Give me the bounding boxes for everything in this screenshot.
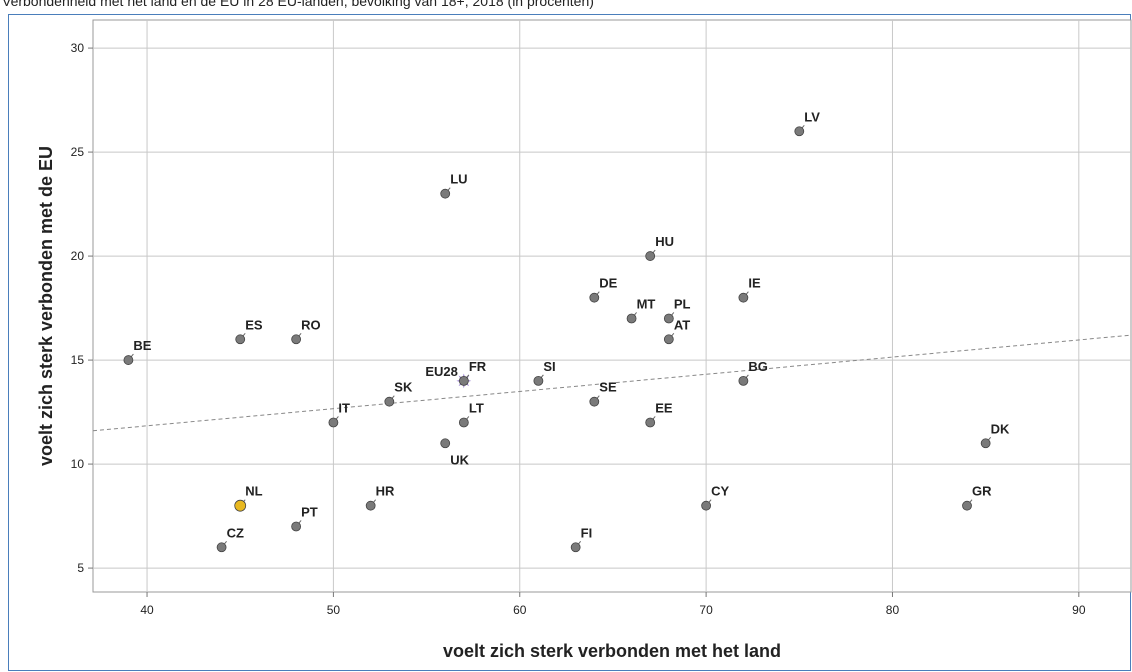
point-label: CZ [227,525,244,540]
point-label: SK [394,380,413,395]
point [589,396,600,407]
x-tick-label: 50 [327,603,341,617]
point [589,292,600,303]
point [216,542,227,553]
point [701,500,712,511]
point [235,334,246,345]
point-label: AT [674,317,690,332]
point [738,292,749,303]
y-tick-label: 10 [71,457,85,471]
point-label: CY [711,484,729,499]
y-tick-label: 15 [71,353,85,367]
point-label: PT [301,504,318,519]
x-tick-label: 70 [699,603,713,617]
point-label: MT [637,296,656,311]
x-tick-label: 80 [886,603,900,617]
point-label: NL [245,484,262,499]
point [365,500,376,511]
point [645,417,656,428]
point-label: FR [469,359,487,374]
x-tick-label: 60 [513,603,527,617]
point [384,396,395,407]
point [458,417,469,428]
point [458,375,469,386]
point-label: IE [748,276,761,291]
y-tick-label: 5 [77,561,84,575]
y-tick-label: 20 [71,249,85,263]
x-axis-title: voelt zich sterk verbonden met het land [443,641,781,661]
point-label: GR [972,484,992,499]
trend-line [92,334,1132,432]
point-label: HR [376,484,395,499]
point [234,499,247,512]
point-label: BE [133,338,151,353]
point [794,126,805,137]
y-tick-label: 25 [71,145,85,159]
point [291,334,302,345]
point-label: EE [655,400,673,415]
y-tick-label: 30 [71,41,85,55]
point-label: EU28 [425,364,458,379]
point-label: RO [301,317,321,332]
point [663,334,674,345]
point-label: IT [338,400,350,415]
point [291,521,302,532]
y-axis-title: voelt zich sterk verbonden met de EU [36,146,56,466]
point-label: LV [804,109,820,124]
point-label: DE [599,276,617,291]
point-label: UK [450,452,469,467]
x-tick-label: 40 [140,603,154,617]
point-label: LU [450,172,467,187]
point-label: DK [991,421,1010,436]
point [123,355,134,365]
point [626,313,637,324]
point [645,251,656,261]
point [980,438,991,449]
point [328,417,339,428]
point [962,500,972,511]
plot-area [92,19,1132,593]
point-label: BG [748,359,768,374]
point [738,375,749,386]
chart-title: Verbondenheid met het land en de EU in 2… [2,0,594,9]
point-label: PL [674,296,691,311]
point-label: ES [245,317,263,332]
point [663,313,674,324]
point [570,542,581,553]
point-label: SE [599,380,617,395]
point-label: LT [469,400,484,415]
x-tick-label: 90 [1072,603,1086,617]
point-label: SI [543,359,555,374]
point [440,438,451,449]
point-label: HU [655,234,674,249]
point [440,188,451,199]
point-label: FI [581,525,593,540]
point [533,375,544,386]
